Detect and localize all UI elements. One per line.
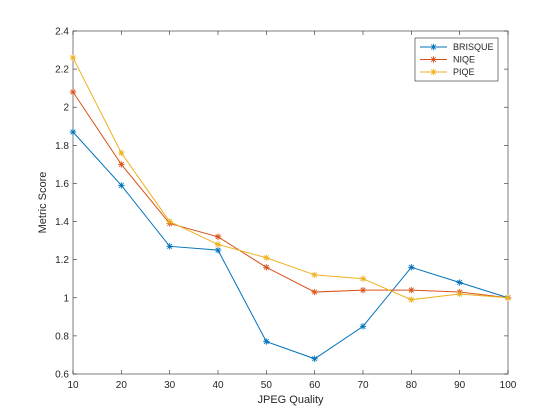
data-point-piqe	[69, 54, 77, 61]
legend-label: PIQE	[453, 67, 475, 77]
legend-marker	[430, 43, 437, 51]
data-point-brisque	[311, 355, 318, 362]
x-tick-label: 30	[164, 380, 176, 391]
x-tick-label: 100	[500, 380, 517, 391]
data-point-brisque	[408, 264, 415, 271]
x-tick-label: 90	[454, 380, 466, 391]
x-tick-label: 50	[261, 380, 273, 391]
data-point-niqe	[69, 88, 77, 96]
y-tick-label: 2	[63, 103, 69, 114]
data-point-brisque	[69, 128, 77, 136]
legend: BRISQUE NIQE PIQE	[414, 37, 499, 82]
data-point-piqe	[214, 241, 222, 248]
data-point-niqe	[311, 288, 318, 296]
legend-entry-piqe: PIQE	[420, 67, 475, 77]
x-tick-label: 10	[67, 380, 79, 391]
data-point-brisque	[214, 246, 222, 254]
y-tick-label: 2.2	[55, 65, 69, 76]
y-tick-label: 1.6	[55, 179, 69, 190]
legend-marker	[430, 56, 437, 63]
axis-ticks: 10 20 30 40 50 60 70 80 90 100 0.6 0.8 1 1.2 1.4 1.6 1.8…	[55, 27, 517, 392]
x-tick-label: 80	[406, 380, 418, 391]
legend-label: BRISQUE	[453, 42, 494, 52]
legend-label: NIQE	[453, 55, 475, 65]
series-line-brisque	[72, 131, 509, 360]
data-point-brisque	[456, 279, 463, 286]
data-point-niqe	[118, 161, 125, 168]
y-tick-label: 1.2	[55, 255, 69, 266]
data-point-brisque	[118, 182, 125, 189]
x-tick-label: 20	[116, 380, 128, 391]
data-point-piqe	[408, 296, 415, 303]
data-point-piqe	[456, 290, 463, 298]
data-point-niqe	[359, 286, 367, 294]
series-piqe	[69, 54, 512, 303]
data-point-niqe	[408, 286, 415, 294]
x-tick-label: 40	[212, 380, 224, 391]
y-tick-label: 1.4	[55, 217, 69, 228]
data-point-piqe	[504, 294, 512, 301]
data-point-piqe	[118, 149, 125, 157]
x-tick-label: 70	[357, 380, 369, 391]
data-point-brisque	[263, 338, 270, 345]
series-line-niqe	[72, 91, 509, 299]
data-point-brisque	[359, 323, 367, 330]
x-tick-label: 60	[309, 380, 321, 391]
data-point-piqe	[166, 218, 173, 225]
data-point-piqe	[359, 275, 367, 282]
legend-entry-niqe: NIQE	[420, 55, 475, 65]
legend-entry-brisque: BRISQUE	[420, 42, 494, 52]
legend-marker	[430, 68, 437, 76]
data-series	[69, 54, 512, 362]
data-point-piqe	[263, 254, 270, 261]
y-tick-label: 0.6	[55, 370, 69, 381]
data-point-brisque	[166, 243, 173, 250]
data-point-niqe	[214, 233, 222, 240]
plot-area	[72, 30, 509, 375]
y-tick-label: 1.8	[55, 141, 69, 152]
x-axis-label: JPEG Quality	[257, 394, 324, 406]
series-line-piqe	[72, 57, 509, 301]
y-tick-label: 2.4	[55, 27, 69, 38]
y-tick-label: 1	[63, 293, 69, 304]
data-point-niqe	[263, 264, 270, 271]
y-tick-label: 0.8	[55, 331, 69, 342]
data-point-piqe	[311, 271, 318, 279]
y-axis-label: Metric Score	[37, 172, 49, 234]
